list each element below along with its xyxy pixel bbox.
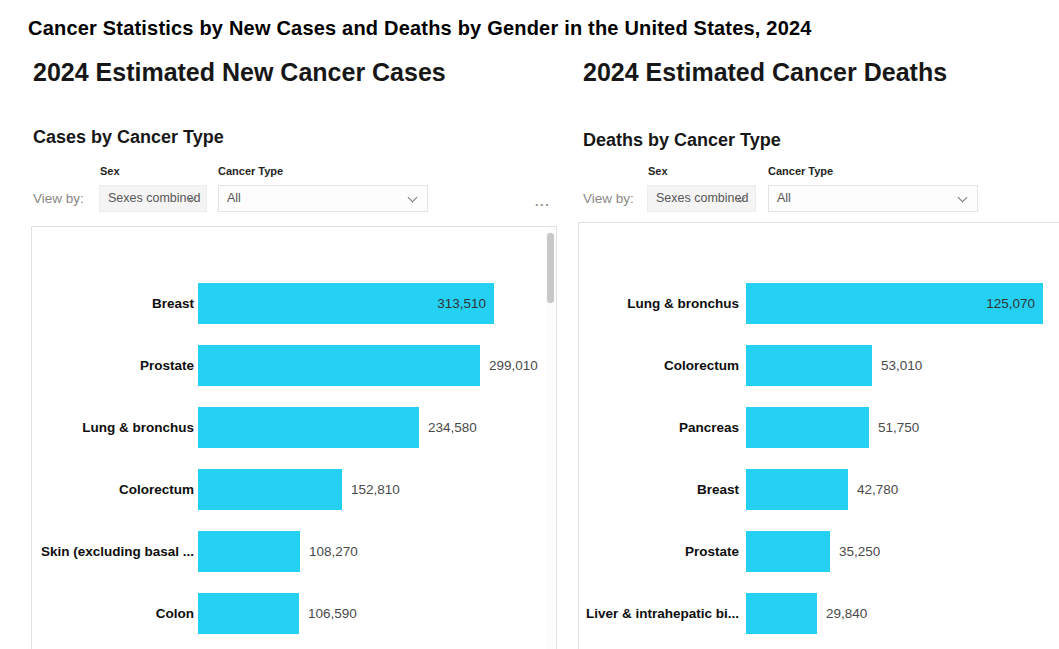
bar-row: Breast 42,780: [579, 469, 1059, 510]
bar-row: Colorectum 53,010: [579, 345, 1059, 386]
bar[interactable]: [746, 469, 848, 510]
sex-dropdown[interactable]: Sexes combined: [99, 185, 207, 212]
bar-row: Lung & bronchus 234,580: [32, 407, 556, 448]
category-label: Liver & intrahepatic bi...: [586, 593, 739, 634]
value-label: 29,840: [826, 593, 867, 634]
category-label: Colon: [156, 593, 194, 634]
category-label: Colorectum: [664, 345, 739, 386]
bar-row: Colon 106,590: [32, 593, 556, 634]
category-label: Breast: [697, 469, 739, 510]
value-label: 125,070: [986, 283, 1035, 324]
value-label: 42,780: [857, 469, 898, 510]
value-label: 53,010: [881, 345, 922, 386]
cancer-type-dropdown[interactable]: All: [218, 185, 428, 212]
cases-chart-title: Cases by Cancer Type: [33, 127, 224, 148]
category-label: Colorectum: [119, 469, 194, 510]
view-by-label: View by:: [583, 191, 634, 206]
cancer-type-filter-label: Cancer Type: [768, 165, 833, 177]
cases-chart-panel: Breast 313,510 Prostate 299,010 Lung & bronc…: [31, 226, 557, 649]
bar-row: Prostate 35,250: [579, 531, 1059, 572]
cancer-type-filter-label: Cancer Type: [218, 165, 283, 177]
value-label: 51,750: [878, 407, 919, 448]
cases-bar-chart: Breast 313,510 Prostate 299,010 Lung & bronc…: [32, 227, 556, 649]
bar[interactable]: [198, 407, 419, 448]
deaths-chart-panel: Lung & bronchus 125,070 Colorectum 53,010 Pa…: [578, 222, 1059, 649]
value-label: 313,510: [437, 283, 486, 324]
bar[interactable]: [746, 407, 869, 448]
bar[interactable]: 125,070: [746, 283, 1043, 324]
bar-row: Lung & bronchus 125,070: [579, 283, 1059, 324]
more-options-button[interactable]: ...: [535, 194, 550, 209]
bar[interactable]: 313,510: [198, 283, 494, 324]
bar-row: Pancreas 51,750: [579, 407, 1059, 448]
category-label: Lung & bronchus: [82, 407, 194, 448]
sex-dropdown[interactable]: Sexes combined: [647, 185, 756, 212]
deaths-section-title: 2024 Estimated Cancer Deaths: [583, 58, 947, 87]
scrollbar[interactable]: [546, 228, 555, 649]
chevron-down-icon: [408, 193, 418, 203]
bar[interactable]: [746, 531, 830, 572]
cancer-type-dropdown-value: All: [777, 191, 791, 205]
bar-row: Liver & intrahepatic bi... 29,840: [579, 593, 1059, 634]
value-label: 299,010: [489, 345, 538, 386]
bar[interactable]: [746, 345, 872, 386]
chevron-down-icon: [958, 193, 968, 203]
bar[interactable]: [198, 345, 480, 386]
sex-filter-label: Sex: [648, 165, 668, 177]
sex-filter-label: Sex: [100, 165, 120, 177]
scrollbar-thumb[interactable]: [547, 233, 554, 303]
bar-row: Prostate 299,010: [32, 345, 556, 386]
value-label: 108,270: [309, 531, 358, 572]
cancer-type-dropdown[interactable]: All: [768, 185, 978, 212]
bar[interactable]: [198, 469, 342, 510]
category-label: Prostate: [685, 531, 739, 572]
cancer-type-dropdown-value: All: [227, 191, 241, 205]
deaths-chart-title: Deaths by Cancer Type: [583, 130, 781, 151]
bar[interactable]: [198, 593, 299, 634]
bar[interactable]: [198, 531, 300, 572]
value-label: 106,590: [308, 593, 357, 634]
value-label: 152,810: [351, 469, 400, 510]
category-label: Breast: [152, 283, 194, 324]
view-by-label: View by:: [33, 191, 84, 206]
category-label: Prostate: [140, 345, 194, 386]
category-label: Pancreas: [679, 407, 739, 448]
bar-row: Colorectum 152,810: [32, 469, 556, 510]
bar-row: Skin (excluding basal ... 108,270: [32, 531, 556, 572]
value-label: 35,250: [839, 531, 880, 572]
page-title: Cancer Statistics by New Cases and Death…: [28, 17, 812, 40]
new-cases-section-title: 2024 Estimated New Cancer Cases: [33, 58, 446, 87]
sex-dropdown-value: Sexes combined: [656, 191, 748, 205]
category-label: Lung & bronchus: [627, 283, 739, 324]
value-label: 234,580: [428, 407, 477, 448]
deaths-bar-chart: Lung & bronchus 125,070 Colorectum 53,010 Pa…: [579, 223, 1059, 649]
bar[interactable]: [746, 593, 817, 634]
bar-row: Breast 313,510: [32, 283, 556, 324]
category-label: Skin (excluding basal ...: [41, 531, 194, 572]
